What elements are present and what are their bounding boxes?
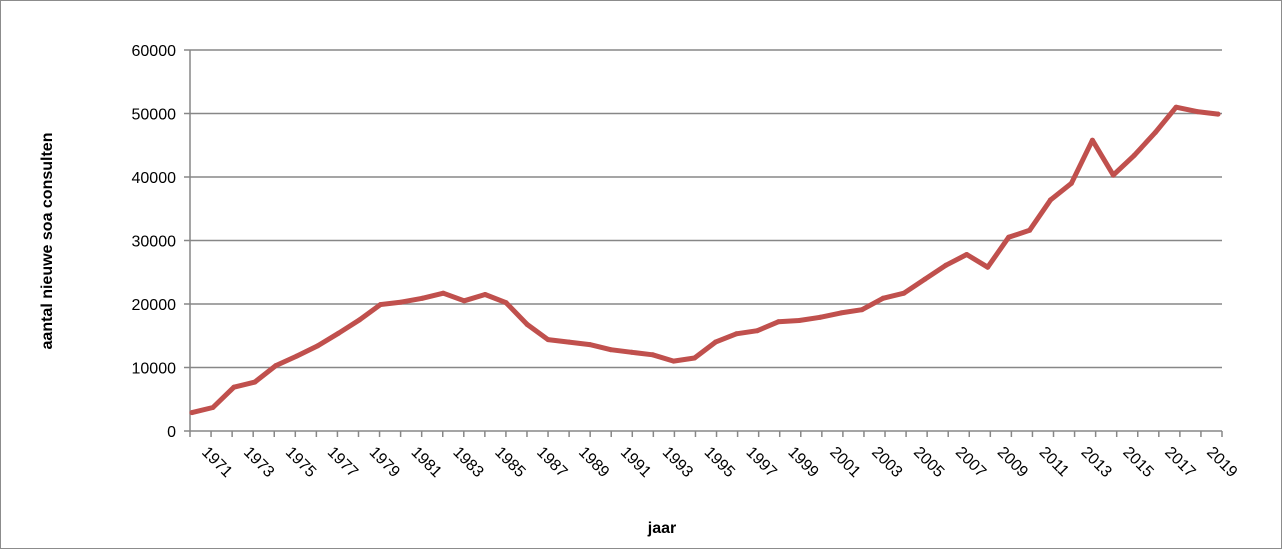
data-point xyxy=(524,321,530,327)
data-point xyxy=(1006,234,1012,240)
data-point xyxy=(943,262,949,268)
x-tick-label: 1973 xyxy=(240,444,277,481)
data-point xyxy=(336,330,342,336)
data-point xyxy=(922,276,928,282)
y-tick-label: 50000 xyxy=(132,107,177,124)
data-point xyxy=(1089,137,1095,143)
data-point xyxy=(671,358,677,364)
data-point xyxy=(754,328,760,334)
y-tick-labels: 0 10000 20000 30000 40000 50000 60000 xyxy=(132,43,177,441)
data-point xyxy=(461,298,467,304)
x-tick-label: 1997 xyxy=(743,444,780,481)
data-point xyxy=(419,295,425,301)
series-line xyxy=(189,104,1221,416)
data-point xyxy=(210,405,216,410)
series-group xyxy=(189,104,1221,416)
data-point xyxy=(252,379,258,385)
data-point xyxy=(608,347,614,353)
data-point xyxy=(1194,109,1200,115)
data-point xyxy=(1215,111,1221,117)
data-point xyxy=(587,342,593,348)
data-point xyxy=(713,339,718,345)
data-point xyxy=(880,295,886,301)
data-point xyxy=(566,339,572,345)
data-point xyxy=(315,343,321,349)
y-tick-label: 30000 xyxy=(132,234,177,251)
data-point xyxy=(838,310,844,316)
x-tick-label: 2007 xyxy=(952,444,989,481)
x-tick-label: 2013 xyxy=(1078,444,1115,481)
data-point xyxy=(398,299,404,305)
y-tick-label: 0 xyxy=(167,424,176,441)
x-axis-label: jaar xyxy=(647,520,676,537)
data-point xyxy=(650,352,656,358)
x-tick-labels: 1971 1973 1975 1977 1979 1981 1983 1985 1987 1989… xyxy=(198,444,1240,481)
data-point xyxy=(1110,172,1116,178)
data-point xyxy=(796,318,802,323)
data-point xyxy=(775,319,781,325)
data-point xyxy=(294,353,300,359)
x-tick-label: 2009 xyxy=(994,444,1031,481)
data-point xyxy=(964,252,970,257)
data-point xyxy=(357,317,362,323)
x-tick-label: 2005 xyxy=(910,444,947,481)
data-point xyxy=(503,300,509,306)
data-point xyxy=(1048,197,1053,203)
x-tick-label: 1985 xyxy=(491,444,528,481)
x-tick-label: 1983 xyxy=(449,444,486,481)
x-tick-label: 1979 xyxy=(366,444,403,481)
x-tick-label: 1993 xyxy=(659,444,696,481)
x-tick-label: 1989 xyxy=(575,444,612,481)
y-tick-label: 20000 xyxy=(132,297,177,314)
x-tick-label: 1975 xyxy=(282,444,319,481)
y-tick-label: 10000 xyxy=(132,361,177,378)
data-point xyxy=(377,302,383,308)
grid-lines xyxy=(190,49,1222,369)
data-point xyxy=(692,355,697,361)
x-tick-label: 1987 xyxy=(533,444,570,481)
x-tick-label: 2017 xyxy=(1161,444,1198,481)
data-point xyxy=(859,307,865,313)
data-point xyxy=(985,264,991,270)
y-tick-label: 60000 xyxy=(132,43,177,60)
data-point xyxy=(1152,130,1158,136)
data-point xyxy=(901,290,907,296)
y-axis-label: aantal nieuwe soa consulten xyxy=(39,133,56,350)
x-tick-label: 1977 xyxy=(324,444,361,481)
x-tick-label: 1991 xyxy=(617,444,654,481)
data-point xyxy=(1173,104,1179,110)
data-point xyxy=(440,290,446,296)
x-tick-label: 1995 xyxy=(701,444,738,481)
x-tick-label: 2001 xyxy=(826,444,863,481)
data-point xyxy=(733,331,739,337)
data-point xyxy=(482,292,488,297)
x-tick-label: 2019 xyxy=(1203,444,1240,481)
data-point xyxy=(1027,227,1033,233)
axes xyxy=(184,49,1223,437)
x-tick-label: 1981 xyxy=(407,444,444,481)
data-point xyxy=(273,363,279,369)
data-point xyxy=(1131,152,1137,158)
data-point xyxy=(817,314,823,320)
x-tick-label: 2011 xyxy=(1036,444,1072,480)
y-tick-label: 40000 xyxy=(132,170,177,187)
x-tick-label: 2003 xyxy=(868,444,905,481)
data-point xyxy=(629,349,635,355)
data-point xyxy=(1068,180,1074,186)
data-point xyxy=(231,384,237,390)
data-point xyxy=(189,410,195,416)
data-point xyxy=(545,337,551,343)
x-tick-label: 1971 xyxy=(198,444,235,481)
x-tick-label: 1999 xyxy=(784,444,821,481)
x-tick-label: 2015 xyxy=(1119,444,1156,481)
